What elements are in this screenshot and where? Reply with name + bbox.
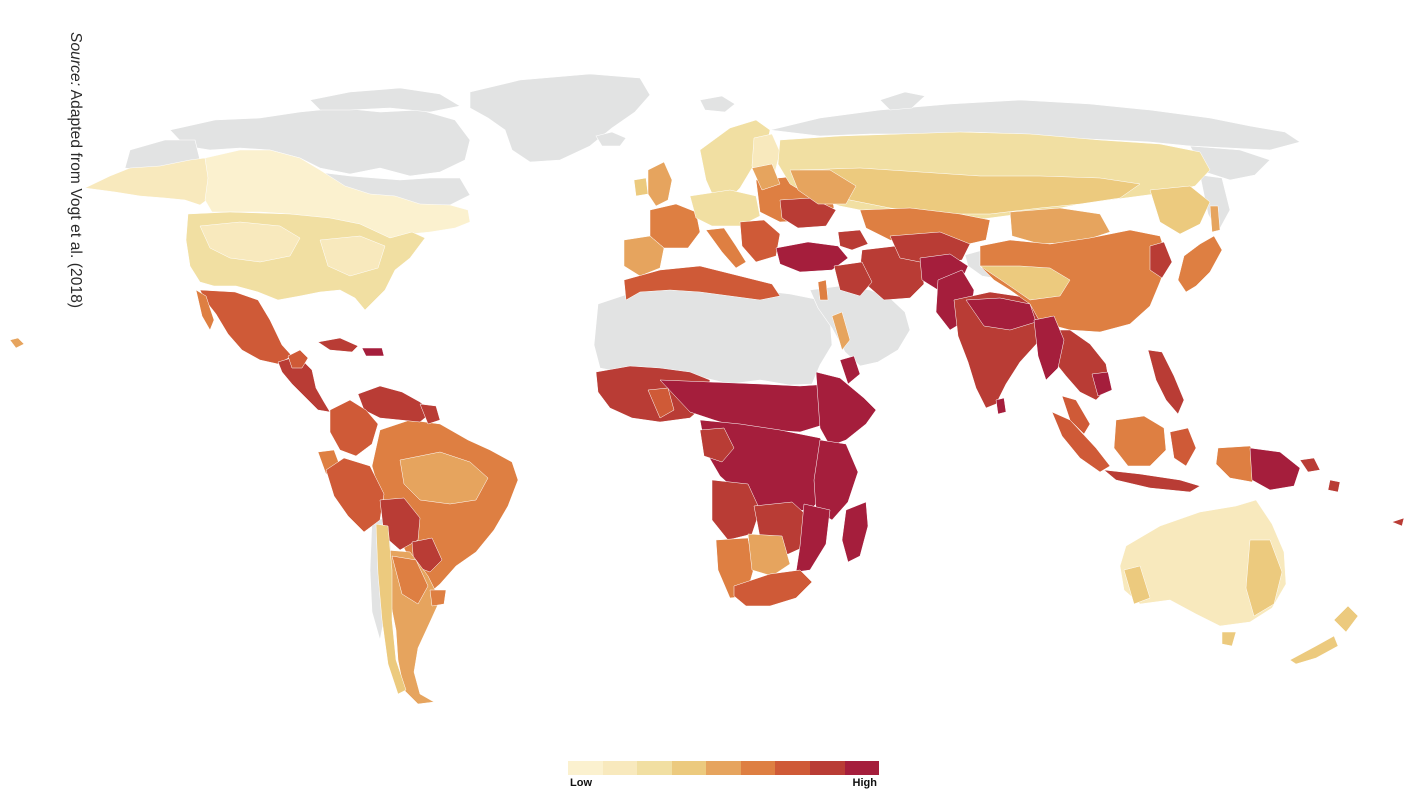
region-usa-lighter	[199, 221, 301, 263]
region-papua-new-guinea	[1249, 447, 1301, 491]
region-horn	[815, 371, 877, 447]
region-cuba	[317, 337, 359, 353]
europe	[623, 119, 837, 277]
north-america	[9, 149, 471, 413]
region-bismarck	[1299, 457, 1321, 473]
region-guatemala	[287, 349, 309, 369]
region-java	[1103, 469, 1201, 493]
russia-central-asia	[777, 131, 1211, 247]
region-sulawesi	[1169, 427, 1197, 467]
legend-color-scale	[568, 761, 880, 775]
legend-swatch-2	[602, 761, 638, 775]
region-iberia	[623, 235, 665, 277]
region-botswana	[747, 533, 791, 577]
region-borneo	[1113, 415, 1167, 467]
region-usa-east	[319, 235, 386, 277]
region-tasmania	[1221, 631, 1237, 647]
region-new-zealand-south	[1289, 635, 1339, 665]
region-ireland	[633, 177, 649, 197]
region-maghreb	[623, 265, 781, 301]
region-korea	[1149, 241, 1173, 279]
region-colombia	[329, 399, 379, 457]
region-israel	[817, 279, 829, 301]
legend-high-label: High	[852, 777, 877, 789]
legend-low-label: Low	[570, 777, 592, 789]
region-italy	[705, 227, 747, 269]
region-balkans	[739, 219, 781, 263]
region-arabia	[809, 285, 911, 367]
region-madagascar	[841, 501, 869, 563]
region-hawaii	[9, 337, 25, 349]
region-new-zealand-north	[1333, 605, 1359, 633]
region-guinea-coast	[647, 387, 675, 419]
legend-swatch-1	[568, 761, 603, 775]
region-arabia-strip	[831, 311, 851, 351]
region-cambodia	[1091, 371, 1113, 397]
legend-swatch-5	[706, 761, 741, 775]
region-baltic	[751, 163, 781, 191]
region-east-africa	[813, 439, 859, 521]
region-sakhalin	[1209, 205, 1221, 233]
region-russia-south	[799, 167, 1141, 215]
region-greenland	[469, 73, 651, 163]
east-asia	[979, 205, 1341, 493]
region-arctic-canada	[169, 107, 471, 177]
region-novaya-zemlya	[879, 91, 926, 111]
legend-swatch-6	[740, 761, 776, 775]
region-guianas	[419, 403, 441, 425]
region-new-caledonia	[1391, 517, 1405, 527]
region-solomons	[1327, 479, 1341, 493]
region-canada	[204, 149, 471, 239]
legend-swatch-4	[671, 761, 707, 775]
legend-swatch-9	[844, 761, 880, 775]
region-philippines	[1147, 349, 1185, 415]
region-hispaniola	[361, 347, 385, 357]
region-peru	[325, 457, 385, 533]
legend: Low High	[568, 761, 880, 791]
legend-swatch-3	[637, 761, 672, 775]
region-russia-west	[789, 169, 857, 205]
region-iraq-syria	[833, 261, 873, 297]
africa	[595, 265, 877, 607]
region-uruguay	[429, 589, 447, 607]
region-japan	[1177, 235, 1223, 293]
middle-east-south-asia	[775, 229, 1051, 415]
region-caucasus	[837, 229, 869, 251]
region-chile	[375, 523, 407, 695]
region-russia-far-east	[1149, 185, 1211, 235]
region-mozambique	[795, 503, 831, 573]
region-svalbard	[699, 95, 736, 113]
region-sumatra	[1051, 411, 1111, 473]
region-australia-sw	[1123, 565, 1151, 605]
region-brazil-light	[399, 451, 489, 505]
region-malaysia	[1061, 395, 1091, 435]
region-sri-lanka	[995, 397, 1007, 415]
region-west-china-light	[979, 265, 1071, 301]
source-text: Adapted from Vogt et al. (2018)	[67, 86, 84, 309]
region-south-africa	[733, 569, 813, 607]
region-iceland	[595, 131, 627, 147]
region-myanmar	[1033, 315, 1065, 381]
region-turkey	[775, 241, 849, 273]
source-note: Source: Adapted from Vogt et al. (2018)	[62, 32, 86, 322]
region-congo-basin	[699, 427, 735, 463]
south-america	[317, 385, 519, 705]
region-mexico	[199, 289, 293, 365]
region-arctic-canada-north	[309, 87, 461, 113]
oceania	[1119, 499, 1405, 665]
region-yemen-coast	[839, 355, 861, 385]
source-prefix: Source:	[67, 32, 84, 87]
region-australia-east-darker	[1245, 539, 1283, 617]
no-data-regions	[124, 73, 1301, 641]
legend-swatch-8	[809, 761, 845, 775]
region-china	[979, 229, 1169, 333]
legend-swatch-7	[775, 761, 810, 775]
region-argentina-north	[391, 555, 429, 605]
region-baja	[195, 289, 215, 331]
